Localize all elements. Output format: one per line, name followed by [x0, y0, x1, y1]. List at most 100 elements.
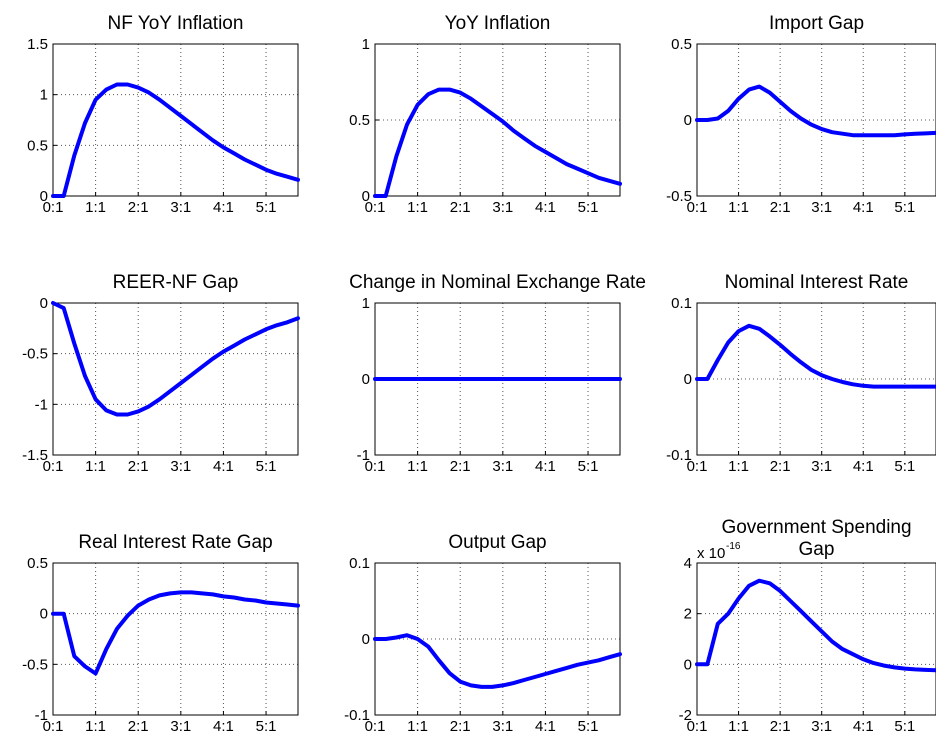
government-spending-gap-xtick-label: 1:1: [728, 718, 749, 735]
real-interest-rate-gap-xtick-label: 4:1: [213, 718, 234, 735]
real-interest-rate-gap-plot-area: [53, 563, 298, 715]
output-gap-xtick-label: 1:1: [407, 718, 428, 735]
nf-yoy-inflation-ytick-label: 0: [40, 188, 48, 205]
reer-nf-gap-ytick-label: -1: [35, 396, 48, 413]
change-in-nominal-exchange-rate-xtick-label: 1:1: [407, 458, 428, 475]
reer-nf-gap-ytick-label: 0: [40, 295, 48, 312]
real-interest-rate-gap-ytick-label: 0.5: [27, 555, 48, 572]
real-interest-rate-gap-xtick-label: 2:1: [128, 718, 149, 735]
yoy-inflation-panel: 0:1 1:1 2:1 3:1 4:1 5:1 0 0.5 1 YoY Inflation: [349, 13, 622, 216]
real-interest-rate-gap-ytick-label: -1: [35, 707, 48, 724]
government-spending-gap-plot-area: [697, 563, 936, 715]
nominal-interest-rate-xtick-label: 5:1: [894, 458, 915, 475]
real-interest-rate-gap-ytick-label: 0: [40, 606, 48, 623]
nf-yoy-inflation-xtick-label: 5:1: [256, 199, 277, 216]
government-spending-gap-title-line: Gap: [799, 539, 835, 560]
reer-nf-gap-series-line: [51, 301, 300, 417]
import-gap-ytick-label: 0: [684, 112, 692, 129]
yoy-inflation-xtick-label: 4:1: [535, 199, 556, 216]
reer-nf-gap-xtick-label: 5:1: [256, 458, 277, 475]
yoy-inflation-axes-box: [374, 43, 621, 197]
import-gap-xtick-label: 0:1: [687, 199, 708, 216]
government-spending-gap-title-line: Government Spending: [721, 517, 911, 538]
output-gap-ytick-label: -0.1: [344, 707, 370, 724]
import-gap-panel: 0:1 1:1 2:1 3:1 4:1 5:1 -0.5 0 0.5 Import Gap: [666, 13, 936, 216]
nf-yoy-inflation-xtick-label: 0:1: [43, 199, 64, 216]
output-gap-panel: 0:1 1:1 2:1 3:1 4:1 5:1 -0.1 0 0.1 Output Gap: [344, 532, 622, 735]
reer-nf-gap-xtick-label: 4:1: [213, 458, 234, 475]
reer-nf-gap-xtick-label: 3:1: [170, 458, 191, 475]
government-spending-gap-xtick-label: 3:1: [811, 718, 832, 735]
real-interest-rate-gap-xtick-label: 1:1: [85, 718, 106, 735]
government-spending-gap-axis-exponent-power: -16: [726, 541, 741, 552]
yoy-inflation-xtick-label: 1:1: [407, 199, 428, 216]
change-in-nominal-exchange-rate-title: Change in Nominal Exchange Rate: [349, 272, 646, 293]
government-spending-gap-ytick-label: 4: [684, 555, 692, 572]
government-spending-gap-axes-box: [696, 562, 936, 716]
reer-nf-gap-ytick-label: -1.5: [22, 447, 48, 464]
government-spending-gap-ytick-label: 2: [684, 606, 692, 623]
nf-yoy-inflation-xtick-label: 1:1: [85, 199, 106, 216]
change-in-nominal-exchange-rate-ytick-label: -1: [357, 447, 370, 464]
change-in-nominal-exchange-rate-ytick-label: 1: [362, 295, 370, 312]
nominal-interest-rate-panel: 0:1 1:1 2:1 3:1 4:1 5:1 -0.1 0 0.1 Nominal Intere…: [666, 272, 936, 475]
nf-yoy-inflation-xtick-label: 3:1: [170, 199, 191, 216]
change-in-nominal-exchange-rate-xtick-label: 2:1: [450, 458, 471, 475]
reer-nf-gap-xtick-label: 1:1: [85, 458, 106, 475]
nf-yoy-inflation-ytick-label: 0.5: [27, 137, 48, 154]
reer-nf-gap-xtick-label: 0:1: [43, 458, 64, 475]
yoy-inflation-xtick-label: 5:1: [578, 199, 599, 216]
nominal-interest-rate-title: Nominal Interest Rate: [725, 272, 909, 293]
import-gap-ytick-label: -0.5: [666, 188, 692, 205]
output-gap-ytick-label: 0.1: [349, 555, 370, 572]
import-gap-xtick-label: 4:1: [853, 199, 874, 216]
change-in-nominal-exchange-rate-xtick-label: 3:1: [492, 458, 513, 475]
output-gap-xtick-label: 0:1: [365, 718, 386, 735]
reer-nf-gap-axes-box: [52, 302, 299, 456]
yoy-inflation-ytick-label: 1: [362, 36, 370, 53]
nominal-interest-rate-xtick-label: 3:1: [811, 458, 832, 475]
government-spending-gap-xtick-label: 4:1: [853, 718, 874, 735]
import-gap-plot-area: [697, 44, 936, 196]
real-interest-rate-gap-series-line: [51, 590, 300, 676]
output-gap-series-line: [373, 633, 622, 689]
nf-yoy-inflation-xtick-label: 2:1: [128, 199, 149, 216]
import-gap-xtick-label: 2:1: [770, 199, 791, 216]
nominal-interest-rate-ytick-label: -0.1: [666, 447, 692, 464]
nf-yoy-inflation-xtick-label: 4:1: [213, 199, 234, 216]
output-gap-title: Output Gap: [448, 532, 546, 553]
nominal-interest-rate-plot-area: [697, 303, 936, 455]
import-gap-xtick-label: 1:1: [728, 199, 749, 216]
reer-nf-gap-panel: 0:1 1:1 2:1 3:1 4:1 5:1 -1.5 -1 -0.5 0 REER-NF Gap: [22, 272, 300, 475]
yoy-inflation-title: YoY Inflation: [445, 13, 551, 34]
change-in-nominal-exchange-rate-xtick-label: 0:1: [365, 458, 386, 475]
nominal-interest-rate-series-line: [695, 323, 936, 389]
nf-yoy-inflation-plot-area: [53, 44, 298, 196]
yoy-inflation-ytick-label: 0.5: [349, 112, 370, 129]
nominal-interest-rate-xtick-label: 2:1: [770, 458, 791, 475]
nf-yoy-inflation-ytick-label: 1.5: [27, 36, 48, 53]
change-in-nominal-exchange-rate-xtick-label: 5:1: [578, 458, 599, 475]
change-in-nominal-exchange-rate-panel: 0:1 1:1 2:1 3:1 4:1 5:1 -1 0 1 Change in Nominal …: [349, 272, 646, 475]
government-spending-gap-panel: 0:1 1:1 2:1 3:1 4:1 5:1 -2 0 2 4 Government Spendi…: [679, 517, 936, 735]
real-interest-rate-gap-title: Real Interest Rate Gap: [78, 532, 272, 553]
real-interest-rate-gap-ytick-label: -0.5: [22, 656, 48, 673]
government-spending-gap-ytick-label: 0: [684, 656, 692, 673]
nominal-interest-rate-xtick-label: 4:1: [853, 458, 874, 475]
government-spending-gap-axis-exponent: x 10: [697, 545, 725, 562]
import-gap-xtick-label: 3:1: [811, 199, 832, 216]
output-gap-ytick-label: 0: [362, 631, 370, 648]
nf-yoy-inflation-panel: 0:1 1:1 2:1 3:1 4:1 5:1 0 0.5 1 1.5 NF YoY Inflati…: [27, 13, 300, 216]
output-gap-xtick-label: 4:1: [535, 718, 556, 735]
government-spending-gap-xtick-label: 0:1: [687, 718, 708, 735]
import-gap-xtick-label: 5:1: [894, 199, 915, 216]
yoy-inflation-xtick-label: 3:1: [492, 199, 513, 216]
real-interest-rate-gap-xtick-label: 3:1: [170, 718, 191, 735]
import-gap-series-line: [695, 84, 936, 138]
change-in-nominal-exchange-rate-ytick-label: 0: [362, 371, 370, 388]
nominal-interest-rate-ytick-label: 0: [684, 371, 692, 388]
import-gap-ytick-label: 0.5: [671, 36, 692, 53]
nf-yoy-inflation-ytick-label: 1: [40, 87, 48, 104]
real-interest-rate-gap-axes-box: [52, 562, 299, 716]
